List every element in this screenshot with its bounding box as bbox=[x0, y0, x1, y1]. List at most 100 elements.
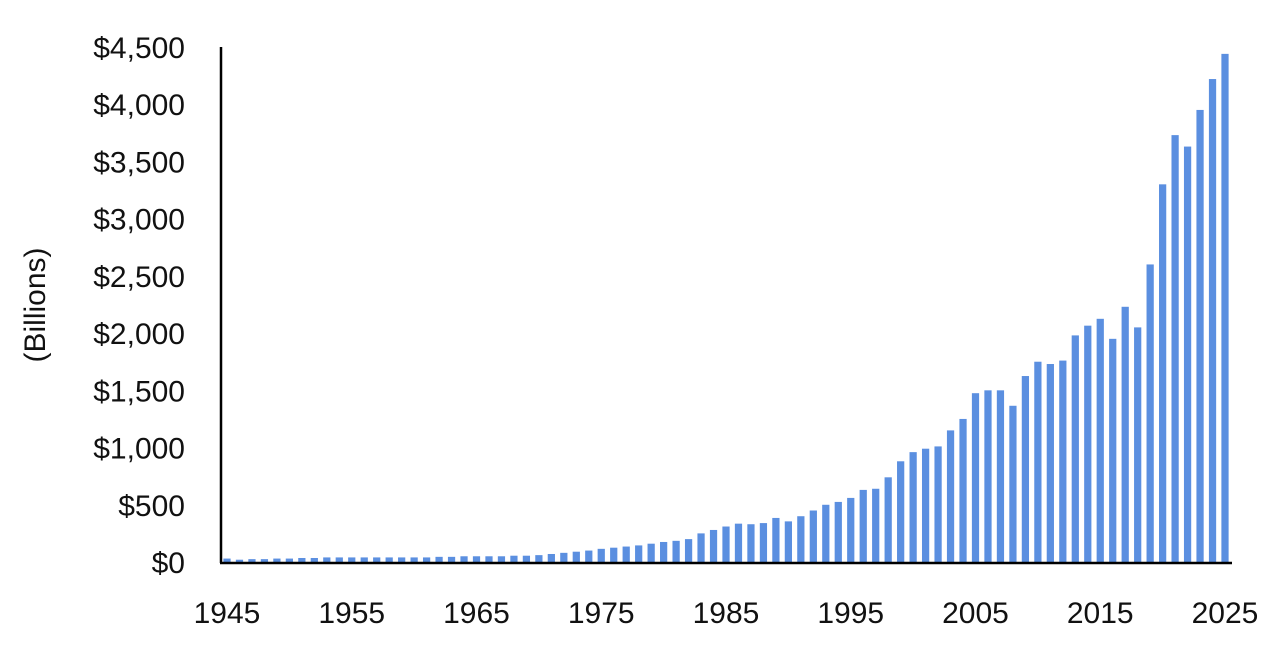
bar-2005 bbox=[971, 393, 980, 562]
bar-1967 bbox=[497, 556, 506, 562]
bar-1977 bbox=[622, 546, 630, 562]
bar-1947 bbox=[248, 559, 256, 562]
bar-1976 bbox=[610, 547, 618, 562]
bar-1992 bbox=[809, 510, 817, 562]
bar-1949 bbox=[273, 558, 281, 562]
bar-2016 bbox=[1109, 338, 1117, 562]
y-tick-label: $500 bbox=[118, 490, 185, 523]
x-tick-labels: 1945 1955 1965 1975 1985 1995 2005 2015 2025 bbox=[194, 597, 1259, 630]
bar-1989 bbox=[772, 517, 780, 562]
bar-1991 bbox=[797, 516, 805, 562]
bar-2017 bbox=[1121, 306, 1129, 562]
bar-1960 bbox=[410, 557, 418, 562]
x-tick-label: 2005 bbox=[942, 597, 1009, 630]
bar-1998 bbox=[884, 477, 892, 562]
bar-1983 bbox=[697, 533, 705, 562]
bar-2021 bbox=[1171, 135, 1179, 562]
bar-1963 bbox=[447, 556, 456, 562]
bar-1995 bbox=[847, 497, 855, 562]
bar-2010 bbox=[1034, 361, 1042, 562]
bar-2000 bbox=[909, 452, 917, 562]
bar-2002 bbox=[934, 446, 942, 562]
bar-1975 bbox=[597, 548, 605, 562]
bar-1966 bbox=[485, 556, 493, 562]
bar-1962 bbox=[435, 556, 443, 562]
bar-1999 bbox=[897, 461, 905, 562]
bar-1987 bbox=[747, 524, 755, 562]
bars-group bbox=[223, 53, 1229, 563]
bar-1990 bbox=[784, 521, 792, 562]
x-tick-label: 2015 bbox=[1067, 597, 1134, 630]
bar-1958 bbox=[385, 557, 393, 562]
bar-1955 bbox=[348, 557, 356, 562]
bar-2018 bbox=[1134, 327, 1142, 562]
bar-2024 bbox=[1208, 79, 1217, 562]
bar-1972 bbox=[560, 552, 568, 562]
bar-1994 bbox=[834, 501, 842, 562]
bar-2023 bbox=[1196, 109, 1204, 562]
y-tick-label: $0 bbox=[152, 547, 185, 580]
bar-1952 bbox=[310, 557, 318, 562]
y-tick-label: $4,000 bbox=[93, 89, 185, 122]
bar-1959 bbox=[398, 557, 406, 562]
bar-2014 bbox=[1084, 325, 1092, 562]
x-tick-label: 1965 bbox=[443, 597, 510, 630]
y-tick-label: $2,000 bbox=[93, 318, 185, 351]
y-tick-labels: $0 $500 $1,000 $1,500 $2,000 $2,500 $3,000 $3,5… bbox=[93, 32, 185, 580]
x-tick-label: 2025 bbox=[1192, 597, 1259, 630]
bar-1970 bbox=[535, 555, 543, 562]
bar-2015 bbox=[1096, 318, 1104, 562]
bar-2011 bbox=[1046, 364, 1054, 562]
bar-1993 bbox=[822, 504, 830, 562]
y-axis-label: (Billions) bbox=[19, 247, 52, 362]
bar-2006 bbox=[984, 390, 992, 562]
y-tick-label: $3,500 bbox=[93, 146, 185, 179]
bar-1971 bbox=[547, 553, 555, 562]
y-tick-label: $3,000 bbox=[93, 204, 185, 237]
bar-2003 bbox=[946, 430, 955, 562]
bar-1953 bbox=[323, 557, 331, 562]
bar-2019 bbox=[1146, 264, 1154, 562]
bar-1968 bbox=[510, 555, 518, 562]
bar-1961 bbox=[422, 557, 431, 562]
y-tick-label: $2,500 bbox=[93, 261, 185, 294]
bar-1969 bbox=[522, 555, 531, 562]
bar-1954 bbox=[335, 557, 343, 562]
bar-1950 bbox=[285, 558, 293, 562]
bar-1956 bbox=[360, 557, 368, 562]
bar-1985 bbox=[722, 526, 730, 562]
bar-2009 bbox=[1021, 376, 1030, 562]
bar-1988 bbox=[759, 523, 768, 562]
bar-1986 bbox=[734, 523, 743, 562]
x-tick-label: 1995 bbox=[817, 597, 884, 630]
bar-2004 bbox=[959, 418, 967, 562]
x-tick-label: 1955 bbox=[318, 597, 385, 630]
bar-1948 bbox=[260, 559, 269, 562]
bar-2008 bbox=[1009, 405, 1017, 562]
x-tick-label: 1985 bbox=[693, 597, 760, 630]
bar-2022 bbox=[1183, 146, 1192, 562]
bar-1957 bbox=[373, 557, 381, 562]
x-tick-label: 1945 bbox=[194, 597, 261, 630]
y-tick-label: $1,500 bbox=[93, 375, 185, 408]
bar-1965 bbox=[472, 556, 481, 562]
bar-2012 bbox=[1059, 360, 1067, 562]
bar-1974 bbox=[585, 550, 593, 562]
bar-1984 bbox=[709, 529, 718, 562]
bar-1946 bbox=[235, 559, 244, 562]
bar-1973 bbox=[572, 551, 580, 562]
bar-1964 bbox=[460, 556, 468, 562]
x-tick-label: 1975 bbox=[568, 597, 635, 630]
bar-1978 bbox=[635, 545, 643, 562]
bar-2013 bbox=[1071, 335, 1079, 562]
y-tick-label: $4,500 bbox=[93, 32, 185, 65]
bar-1981 bbox=[672, 540, 680, 562]
bar-2001 bbox=[921, 448, 930, 562]
bar-1996 bbox=[859, 489, 867, 562]
bar-2025 bbox=[1221, 53, 1229, 563]
bar-2020 bbox=[1159, 184, 1167, 562]
bar-1945 bbox=[223, 558, 231, 562]
bar-1997 bbox=[872, 488, 880, 562]
bar-2007 bbox=[996, 390, 1005, 562]
